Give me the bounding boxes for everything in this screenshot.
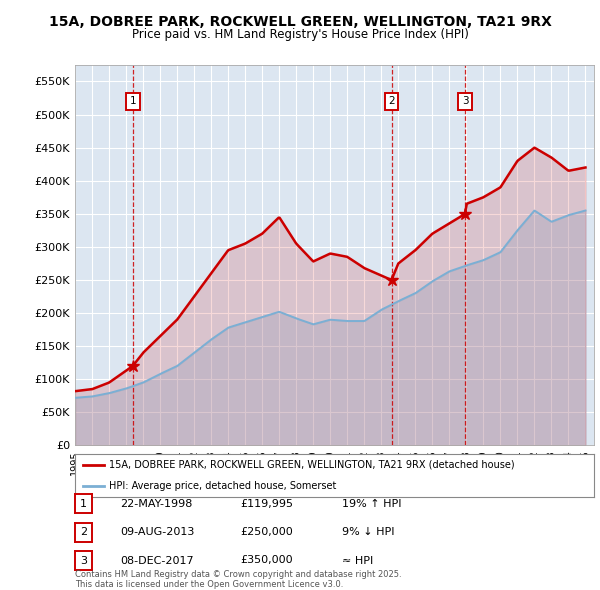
Text: 3: 3	[80, 556, 87, 565]
Text: 2: 2	[80, 527, 87, 537]
Text: 15A, DOBREE PARK, ROCKWELL GREEN, WELLINGTON, TA21 9RX: 15A, DOBREE PARK, ROCKWELL GREEN, WELLIN…	[49, 15, 551, 29]
Text: 9% ↓ HPI: 9% ↓ HPI	[342, 527, 395, 537]
Text: ≈ HPI: ≈ HPI	[342, 556, 373, 565]
Text: 22-MAY-1998: 22-MAY-1998	[120, 499, 193, 509]
Text: 19% ↑ HPI: 19% ↑ HPI	[342, 499, 401, 509]
Text: £119,995: £119,995	[240, 499, 293, 509]
Text: Price paid vs. HM Land Registry's House Price Index (HPI): Price paid vs. HM Land Registry's House …	[131, 28, 469, 41]
Text: 09-AUG-2013: 09-AUG-2013	[120, 527, 194, 537]
Text: £350,000: £350,000	[240, 556, 293, 565]
Text: 1: 1	[130, 96, 136, 106]
Text: £250,000: £250,000	[240, 527, 293, 537]
Text: 08-DEC-2017: 08-DEC-2017	[120, 556, 194, 565]
Text: 1: 1	[80, 499, 87, 509]
Text: Contains HM Land Registry data © Crown copyright and database right 2025.
This d: Contains HM Land Registry data © Crown c…	[75, 570, 401, 589]
Text: HPI: Average price, detached house, Somerset: HPI: Average price, detached house, Some…	[109, 481, 336, 491]
Text: 15A, DOBREE PARK, ROCKWELL GREEN, WELLINGTON, TA21 9RX (detached house): 15A, DOBREE PARK, ROCKWELL GREEN, WELLIN…	[109, 460, 514, 470]
Text: 2: 2	[388, 96, 395, 106]
Text: 3: 3	[462, 96, 469, 106]
